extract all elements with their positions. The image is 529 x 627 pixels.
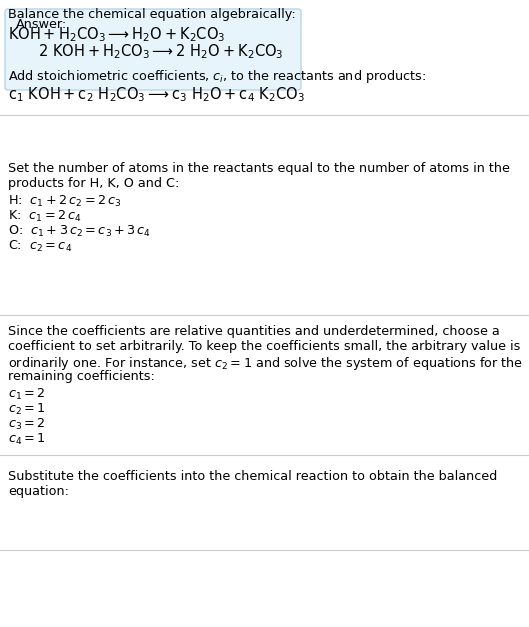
Text: C:  $c_2 = c_4$: C: $c_2 = c_4$ [8, 239, 72, 254]
Text: $c_4 = 1$: $c_4 = 1$ [8, 432, 45, 447]
Text: $c_2 = 1$: $c_2 = 1$ [8, 402, 45, 417]
Text: Balance the chemical equation algebraically:: Balance the chemical equation algebraica… [8, 8, 296, 21]
Text: Since the coefficients are relative quantities and underdetermined, choose a: Since the coefficients are relative quan… [8, 325, 500, 338]
Text: $\mathrm{2\ KOH + H_2CO_3 \longrightarrow 2\ H_2O + K_2CO_3}$: $\mathrm{2\ KOH + H_2CO_3 \longrightarro… [38, 42, 284, 61]
Text: ordinarily one. For instance, set $c_2 = 1$ and solve the system of equations fo: ordinarily one. For instance, set $c_2 =… [8, 355, 523, 372]
Text: Set the number of atoms in the reactants equal to the number of atoms in the: Set the number of atoms in the reactants… [8, 162, 510, 175]
Text: products for H, K, O and C:: products for H, K, O and C: [8, 177, 179, 190]
Text: $c_3 = 2$: $c_3 = 2$ [8, 417, 45, 432]
Text: O:  $c_1 + 3\,c_2 = c_3 + 3\,c_4$: O: $c_1 + 3\,c_2 = c_3 + 3\,c_4$ [8, 224, 151, 239]
Text: Answer:: Answer: [16, 18, 67, 31]
Text: $\mathrm{KOH + H_2CO_3 \longrightarrow H_2O + K_2CO_3}$: $\mathrm{KOH + H_2CO_3 \longrightarrow H… [8, 25, 225, 44]
Text: $c_1 = 2$: $c_1 = 2$ [8, 387, 45, 402]
Text: Add stoichiometric coefficients, $c_i$, to the reactants and products:: Add stoichiometric coefficients, $c_i$, … [8, 68, 426, 85]
Text: K:  $c_1 = 2\,c_4$: K: $c_1 = 2\,c_4$ [8, 209, 82, 224]
Text: H:  $c_1 + 2\,c_2 = 2\,c_3$: H: $c_1 + 2\,c_2 = 2\,c_3$ [8, 194, 122, 209]
Text: Substitute the coefficients into the chemical reaction to obtain the balanced: Substitute the coefficients into the che… [8, 470, 497, 483]
FancyBboxPatch shape [5, 9, 301, 90]
Text: $\mathrm{c_1\ KOH + c_2\ H_2CO_3 \longrightarrow c_3\ H_2O + c_4\ K_2CO_3}$: $\mathrm{c_1\ KOH + c_2\ H_2CO_3 \longri… [8, 85, 305, 103]
Text: remaining coefficients:: remaining coefficients: [8, 370, 155, 383]
Text: coefficient to set arbitrarily. To keep the coefficients small, the arbitrary va: coefficient to set arbitrarily. To keep … [8, 340, 521, 353]
Text: equation:: equation: [8, 485, 69, 498]
